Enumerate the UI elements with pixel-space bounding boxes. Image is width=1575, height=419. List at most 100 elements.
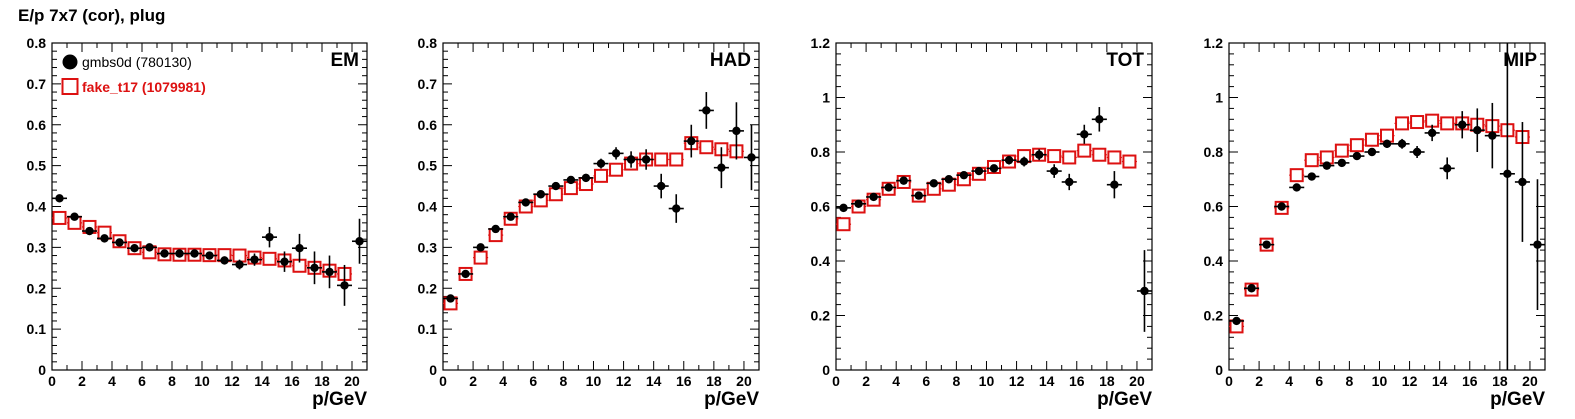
y-tick-label: 0.8 xyxy=(1204,144,1224,160)
mc-point xyxy=(1334,143,1349,158)
plot-frame xyxy=(442,42,760,371)
x-tick-label: 8 xyxy=(559,373,567,389)
mc-point xyxy=(262,251,277,266)
y-tick-label: 0.2 xyxy=(811,308,831,324)
data-point xyxy=(446,294,455,303)
data-point xyxy=(55,194,64,203)
y-tick-label: 0.1 xyxy=(27,321,47,337)
mc-point xyxy=(699,140,714,155)
mc-point xyxy=(1304,153,1319,168)
y-tick-label: 0 xyxy=(822,362,830,378)
x-axis-label: p/GeV xyxy=(1490,389,1545,410)
y-tick-label: 0.4 xyxy=(418,199,438,215)
x-tick-label: 4 xyxy=(892,373,900,389)
data-point xyxy=(536,190,546,199)
x-tick-label: 18 xyxy=(1099,373,1115,389)
x-tick-label: 0 xyxy=(832,373,840,389)
data-point xyxy=(1140,286,1149,296)
data-point xyxy=(461,269,470,279)
data-point xyxy=(581,173,591,183)
data-point xyxy=(1473,126,1482,135)
data-point xyxy=(1247,284,1256,293)
y-tick-label: 0.8 xyxy=(418,35,438,51)
mc-point xyxy=(836,217,851,232)
data-point xyxy=(1019,157,1029,166)
data-point xyxy=(476,243,485,252)
x-tick-label: 20 xyxy=(1129,373,1145,389)
data-point xyxy=(899,176,908,185)
panel-title: MIP xyxy=(1503,50,1537,71)
data-point xyxy=(355,237,364,246)
data-point xyxy=(702,106,711,115)
data-point xyxy=(596,159,606,168)
x-tick-label: 20 xyxy=(344,373,360,389)
y-tick-label: 0.8 xyxy=(811,144,831,160)
legend-marker-data xyxy=(62,54,78,70)
data-point xyxy=(310,263,319,273)
data-point xyxy=(1427,128,1437,138)
x-tick-label: 18 xyxy=(706,373,722,389)
mc-point xyxy=(669,152,684,167)
y-tick-label: 0.7 xyxy=(27,76,47,92)
data-point xyxy=(656,181,666,191)
y-tick-label: 0.5 xyxy=(418,158,438,174)
data-point xyxy=(280,257,289,266)
data-point xyxy=(974,166,984,176)
data-point xyxy=(869,192,878,202)
data-point xyxy=(1322,161,1332,170)
x-tick-label: 18 xyxy=(1492,373,1508,389)
x-tick-label: 10 xyxy=(194,373,210,389)
y-tick-label: 0.4 xyxy=(1204,253,1224,269)
x-tick-label: 6 xyxy=(1315,373,1323,389)
data-point xyxy=(1518,177,1527,187)
mc-point xyxy=(1349,138,1364,153)
x-tick-label: 20 xyxy=(736,373,752,389)
data-point xyxy=(626,155,636,164)
mc-point xyxy=(1077,143,1092,158)
mc-point xyxy=(1047,149,1062,164)
data-point xyxy=(1442,164,1452,173)
data-point xyxy=(1277,202,1286,211)
data-point xyxy=(190,249,199,258)
data-point xyxy=(521,198,530,207)
data-point xyxy=(325,267,334,277)
x-tick-label: 18 xyxy=(314,373,330,389)
y-tick-label: 0 xyxy=(1215,362,1223,378)
y-tick-label: 0.6 xyxy=(27,117,47,133)
x-tick-label: 2 xyxy=(1255,373,1263,389)
data-point xyxy=(100,234,109,243)
mc-point xyxy=(1410,115,1425,130)
data-point xyxy=(839,203,848,213)
x-tick-label: 6 xyxy=(529,373,537,389)
x-tick-label: 6 xyxy=(922,373,930,389)
x-axis-label: p/GeV xyxy=(704,389,759,410)
data-point xyxy=(70,212,79,221)
data-point xyxy=(914,191,923,200)
y-tick-label: 0.6 xyxy=(1204,199,1224,215)
y-tick-label: 0.8 xyxy=(27,35,47,51)
panel-title: TOT xyxy=(1106,50,1144,71)
data-point xyxy=(687,136,696,146)
data-point xyxy=(220,256,229,265)
data-point xyxy=(1049,166,1059,176)
data-point xyxy=(175,249,184,258)
x-tick-label: 14 xyxy=(1039,373,1055,389)
mc-point xyxy=(1440,116,1455,131)
data-point xyxy=(959,170,969,180)
data-point xyxy=(641,155,651,164)
mc-point xyxy=(1289,168,1304,183)
data-point xyxy=(235,260,244,269)
data-point xyxy=(250,255,259,264)
mc-point xyxy=(1364,132,1379,147)
y-tick-label: 0.3 xyxy=(418,239,438,255)
data-point xyxy=(1488,131,1497,140)
data-point xyxy=(717,163,726,172)
data-point xyxy=(265,232,274,242)
data-point xyxy=(506,212,515,221)
data-point xyxy=(732,126,741,136)
legend-marker-mc xyxy=(61,78,79,95)
x-tick-label: 4 xyxy=(108,373,116,389)
x-tick-label: 10 xyxy=(1372,373,1388,389)
mc-point xyxy=(594,168,608,183)
